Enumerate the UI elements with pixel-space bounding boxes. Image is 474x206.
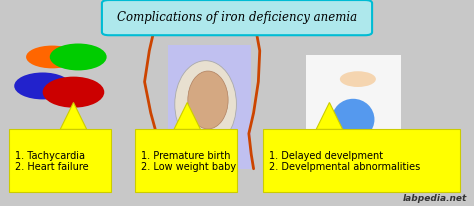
Bar [263, 130, 460, 192]
Ellipse shape [358, 150, 377, 170]
Bar [168, 45, 251, 169]
Text: 1. Tachycardia
2. Heart failure: 1. Tachycardia 2. Heart failure [15, 150, 89, 171]
Bar [9, 130, 111, 192]
Ellipse shape [50, 44, 107, 71]
Polygon shape [60, 103, 87, 130]
Polygon shape [316, 103, 343, 130]
Ellipse shape [329, 144, 348, 169]
FancyBboxPatch shape [102, 1, 372, 36]
Text: labpedia.net: labpedia.net [402, 193, 467, 202]
Ellipse shape [26, 46, 78, 69]
Ellipse shape [332, 99, 374, 140]
Polygon shape [174, 103, 201, 130]
Ellipse shape [188, 72, 228, 129]
Bar [135, 130, 237, 192]
Circle shape [340, 72, 376, 88]
Text: Complications of iron deficiency anemia: Complications of iron deficiency anemia [117, 11, 357, 24]
Ellipse shape [14, 73, 71, 100]
Ellipse shape [175, 61, 237, 148]
Text: 1. Delayed develpment
2. Develpmental abnormalities: 1. Delayed develpment 2. Develpmental ab… [269, 150, 420, 171]
Text: 1. Premature birth
2. Low weight baby: 1. Premature birth 2. Low weight baby [141, 150, 236, 171]
Bar [306, 56, 401, 190]
Ellipse shape [43, 77, 104, 108]
